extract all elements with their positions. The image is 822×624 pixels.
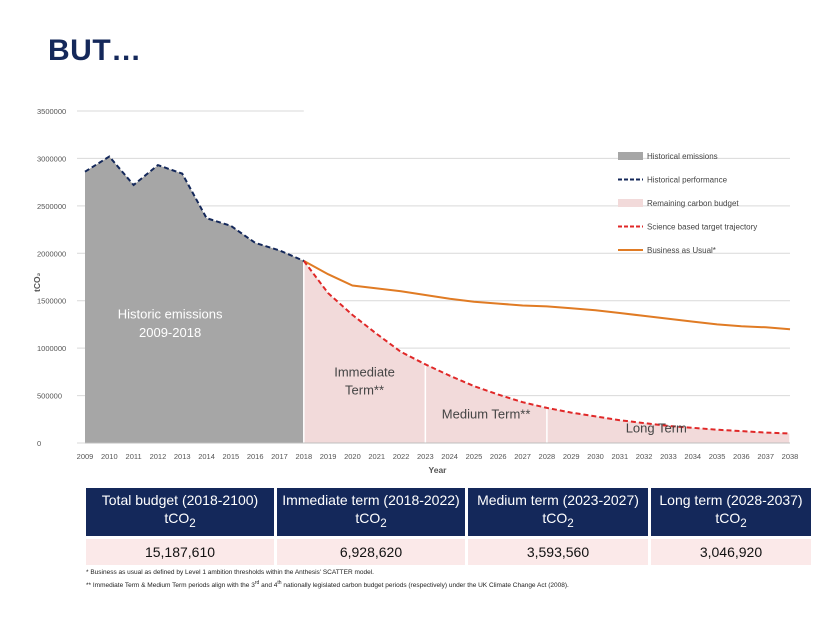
x-tick-label: 2019 <box>320 452 337 461</box>
budget-table: Total budget (2018-2100) tCO2 Immediate t… <box>86 488 811 565</box>
y-tick-label: 2000000 <box>37 249 66 258</box>
x-tick-label: 2038 <box>782 452 799 461</box>
header-immediate-term: Immediate term (2018-2022) tCO2 <box>275 488 468 538</box>
x-axis-title: Year <box>429 465 448 475</box>
x-tick-label: 2018 <box>295 452 312 461</box>
legend-label: Historical performance <box>647 176 728 185</box>
y-tick-label: 0 <box>37 439 41 448</box>
y-tick-label: 1000000 <box>37 344 66 353</box>
business-as-usual-line <box>303 260 791 331</box>
x-tick-label: 2033 <box>660 452 677 461</box>
x-tick-label: 2026 <box>490 452 507 461</box>
budget-table-header-row: Total budget (2018-2100) tCO2 Immediate t… <box>86 488 811 538</box>
x-tick-label: 2022 <box>393 452 410 461</box>
chart-annotation: Immediate <box>334 365 395 380</box>
y-tick-label: 3000000 <box>37 154 66 163</box>
budget-table-value-row: 15,187,610 6,928,620 3,593,560 3,046,920 <box>86 535 811 565</box>
x-tick-label: 2025 <box>466 452 483 461</box>
chart-annotation: Long Term <box>626 421 687 436</box>
chart-annotation: Term** <box>345 383 384 398</box>
x-tick-label: 2031 <box>611 452 628 461</box>
x-tick-label: 2024 <box>441 452 458 461</box>
header-total-budget: Total budget (2018-2100) tCO2 <box>86 488 277 538</box>
historical-performance-line <box>84 155 305 262</box>
page-title: BUT… <box>48 34 142 67</box>
value-medium-term: 3,593,560 <box>466 535 651 565</box>
legend-label: Business as Usual* <box>647 246 716 255</box>
x-tick-label: 2027 <box>514 452 531 461</box>
chart-annotation: Historic emissions <box>118 307 223 322</box>
chart-annotation: Medium Term** <box>442 406 531 421</box>
x-tick-label: 2011 <box>126 452 142 461</box>
y-tick-label: 2500000 <box>37 202 66 211</box>
emissions-chart: 0 500000 1000000 1500000 2000000 2500000 30000… <box>32 107 799 475</box>
footnote-business-as-usual: * Business as usual as defined by Level … <box>86 569 374 576</box>
y-axis-title: tCO₂ <box>32 272 42 292</box>
x-tick-label: 2021 <box>368 452 385 461</box>
x-tick-label: 2034 <box>684 452 701 461</box>
x-tick-label: 2035 <box>709 452 726 461</box>
x-tick-label: 2015 <box>223 452 240 461</box>
x-tick-label: 2010 <box>101 452 118 461</box>
header-medium-term: Medium term (2023-2027) tCO2 <box>466 488 651 538</box>
y-tick-label: 1500000 <box>37 297 66 306</box>
x-tick-label: 2020 <box>344 452 361 461</box>
legend-label: Remaining carbon budget <box>647 199 739 208</box>
science-based-target-line <box>303 260 791 435</box>
x-tick-label: 2016 <box>247 452 264 461</box>
x-tick-label: 2028 <box>539 452 556 461</box>
x-tick-label: 2009 <box>77 452 94 461</box>
value-long-term: 3,046,920 <box>649 535 811 565</box>
legend-label: Science based target trajectory <box>647 223 757 232</box>
y-tick-label: 500000 <box>37 392 62 401</box>
x-tick-label: 2013 <box>174 452 191 461</box>
x-tick-label: 2012 <box>150 452 167 461</box>
x-tick-label: 2032 <box>636 452 653 461</box>
x-tick-label: 2017 <box>271 452 288 461</box>
x-tick-label: 2036 <box>733 452 750 461</box>
legend-swatch <box>618 199 643 207</box>
legend-label: Historical emissions <box>647 152 718 161</box>
historical-emissions-area <box>85 156 304 443</box>
y-tick-label: 3500000 <box>37 107 66 116</box>
x-tick-label: 2023 <box>417 452 434 461</box>
x-tick-label: 2029 <box>563 452 580 461</box>
chart-annotation: 2009-2018 <box>139 325 201 340</box>
x-tick-label: 2030 <box>587 452 604 461</box>
legend-swatch <box>618 152 643 160</box>
value-immediate-term: 6,928,620 <box>275 535 468 565</box>
x-tick-label: 2014 <box>198 452 215 461</box>
x-tick-label: 2037 <box>757 452 774 461</box>
footnote-term-periods: ** Immediate Term & Medium Term periods … <box>86 580 569 590</box>
header-long-term: Long term (2028-2037) tCO2 <box>649 488 811 538</box>
footnotes: * Business as usual as defined by Level … <box>86 568 569 591</box>
value-total-budget: 15,187,610 <box>86 535 277 565</box>
